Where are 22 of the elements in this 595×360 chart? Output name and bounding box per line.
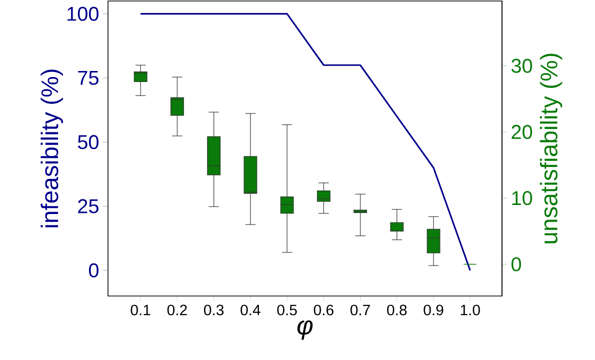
x-tick-label: 0.7 bbox=[350, 304, 370, 316]
x-tick-label: 0.8 bbox=[387, 304, 407, 316]
x-tick-label: 0.1 bbox=[130, 304, 150, 316]
x-tick-label: 0.5 bbox=[277, 304, 297, 316]
y2-tick-label: 10 bbox=[512, 191, 532, 206]
y-tick-label: 25 bbox=[78, 199, 98, 214]
x-tick-label: 0.4 bbox=[240, 304, 260, 316]
y2-axis-title: unsatisfiability (%) bbox=[540, 54, 562, 244]
y-tick-label: 0 bbox=[88, 263, 98, 278]
y2-tick-label: 0 bbox=[512, 257, 522, 272]
y-tick-label: 75 bbox=[78, 71, 98, 85]
x-tick-label: 0.6 bbox=[314, 304, 334, 316]
x-axis-title: φ bbox=[297, 320, 313, 340]
y-tick-label: 50 bbox=[78, 135, 98, 150]
y2-tick-label: 30 bbox=[511, 58, 532, 73]
y-tick-label: 100 bbox=[68, 6, 98, 21]
x-tick-label: 0.2 bbox=[167, 304, 187, 316]
x-tick-label: 0.3 bbox=[204, 304, 224, 316]
y2-tick-label: 20 bbox=[512, 124, 532, 140]
x-tick-label: 1.0 bbox=[460, 304, 480, 316]
y-axis-title: infeasibility (%) bbox=[40, 70, 64, 228]
x-tick-label: 0.9 bbox=[424, 304, 444, 316]
